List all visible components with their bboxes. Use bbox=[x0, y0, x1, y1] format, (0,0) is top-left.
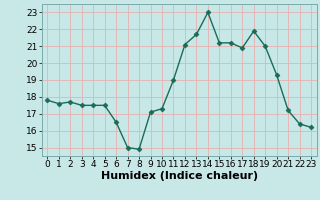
X-axis label: Humidex (Indice chaleur): Humidex (Indice chaleur) bbox=[100, 171, 258, 181]
